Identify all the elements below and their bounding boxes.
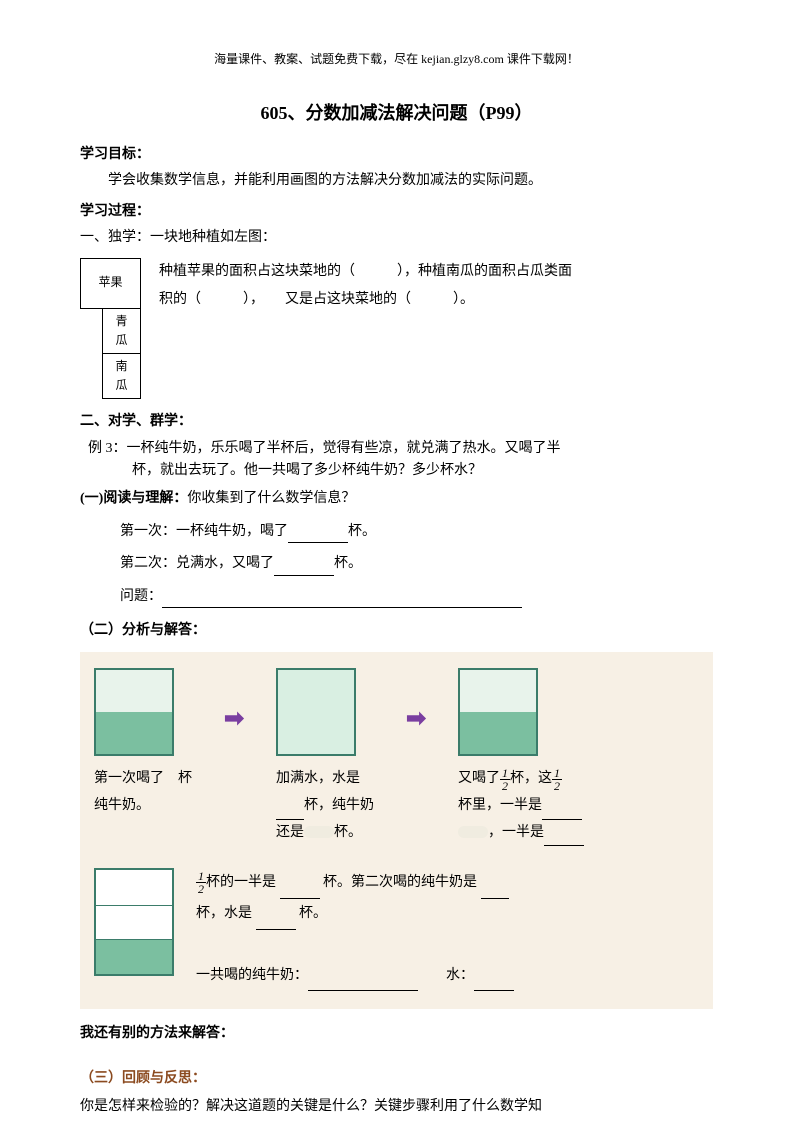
- fraction-half-icon: 12: [500, 767, 510, 792]
- blank: [544, 830, 584, 846]
- fraction-half-icon: 12: [552, 767, 562, 792]
- panel-row1: 第一次喝了 杯 纯牛奶。 ➡ 加满水，水是 杯，纯牛奶 还是杯。 ➡ 又喝了12…: [94, 668, 699, 846]
- read-head: (一)阅读与理解：: [80, 491, 187, 506]
- r2d: 杯。: [299, 906, 327, 921]
- section1-head: 一、独学：一块地种植如左图：: [80, 227, 713, 249]
- cup1: [94, 668, 174, 756]
- cup2: [276, 668, 356, 756]
- read-head-line: (一)阅读与理解：你收集到了什么数学信息？: [80, 488, 713, 510]
- c2a: 加满水，水是: [276, 771, 360, 786]
- cup1-text: 第一次喝了 杯 纯牛奶。: [94, 766, 192, 819]
- reflect-text: 你是怎样来检验的？解决这道题的关键是什么？关键步骤利用了什么数学知: [80, 1096, 713, 1118]
- c2c: 还是: [276, 825, 304, 840]
- smudge-icon: [304, 826, 334, 838]
- c3b: 杯，这: [510, 771, 552, 786]
- cup1-fill: [96, 712, 172, 754]
- smudge-icon: [458, 826, 488, 838]
- blank: [280, 883, 320, 899]
- step-question: 问题：: [120, 586, 713, 608]
- blank: [274, 560, 334, 576]
- analysis-label: （二）分析与解答：: [80, 620, 713, 642]
- r2c: 杯，水是: [196, 906, 252, 921]
- c3a: 又喝了: [458, 771, 500, 786]
- header-prefix: 海量课件、教案、试题免费下载，尽在: [214, 52, 421, 66]
- r2b: 杯。第二次喝的纯牛奶是: [323, 875, 477, 890]
- cup3: [458, 668, 538, 756]
- step2b: 杯。: [334, 556, 362, 571]
- panel-row2: 12杯的一半是 杯。第二次喝的纯牛奶是 杯，水是 杯。 一共喝的纯牛奶： 水：: [94, 868, 699, 991]
- blank: [542, 804, 582, 820]
- cup2-block: 加满水，水是 杯，纯牛奶 还是 杯。: [276, 668, 374, 846]
- cup4: [94, 868, 174, 976]
- blank: [288, 527, 348, 543]
- plant-table: 苹果 青瓜 南瓜: [80, 258, 141, 400]
- header-link: kejian.glzy8.com: [421, 52, 504, 66]
- r2a: 杯的一半是: [206, 875, 276, 890]
- cup4-fill: [96, 940, 172, 974]
- reflect-label: （三）回顾与反思：: [80, 1068, 713, 1090]
- c2d: 杯。: [334, 825, 362, 840]
- c3d: ，一半是: [488, 825, 544, 840]
- fraction-half-icon: 12: [196, 870, 206, 895]
- cell-qinggua: 青瓜: [103, 308, 141, 353]
- step1a: 第一次：一杯纯牛奶，喝了: [120, 524, 288, 539]
- qa: 问题：: [120, 589, 162, 604]
- cup1-block: 第一次喝了 杯 纯牛奶。: [94, 668, 192, 819]
- cup3-block: 又喝了12杯，这12 杯里，一半是 ，一半是: [458, 668, 584, 846]
- tick: [95, 905, 173, 906]
- cup3-fill: [460, 712, 536, 754]
- goal-label: 学习目标：: [80, 144, 713, 166]
- page-header: 海量课件、教案、试题免费下载，尽在 kejian.glzy8.com 课件下载网…: [80, 50, 713, 69]
- r3b: 水：: [446, 968, 474, 983]
- c3c: 杯里，一半是: [458, 798, 542, 813]
- ex-l2: 杯，就出去玩了。他一共喝了多少杯纯牛奶？多少杯水？: [88, 463, 482, 478]
- arrow-icon: ➡: [212, 668, 256, 738]
- example-line: 例 3：一杯纯牛奶，乐乐喝了半杯后，觉得有些凉，就兑满了热水。又喝了半 杯，就出…: [80, 438, 713, 483]
- plant-t2: 积的（ ）， 又是占这块菜地的（ ）。: [159, 292, 474, 307]
- c1a: 第一次喝了 杯: [94, 771, 192, 786]
- ex-label: 例 3：: [88, 441, 127, 456]
- row2-text: 12杯的一半是 杯。第二次喝的纯牛奶是 杯，水是 杯。 一共喝的纯牛奶： 水：: [196, 868, 699, 991]
- cup3-text: 又喝了12杯，这12 杯里，一半是 ，一半是: [458, 766, 584, 846]
- blank: [256, 914, 296, 930]
- cell-nangua: 南瓜: [103, 353, 141, 398]
- step-second: 第二次：兑满水，又喝了 杯。: [120, 553, 713, 575]
- read-head2: 你收集到了什么数学信息？: [187, 491, 355, 506]
- ex-l1: 一杯纯牛奶，乐乐喝了半杯后，觉得有些凉，就兑满了热水。又喝了半: [127, 441, 561, 456]
- step2a: 第二次：兑满水，又喝了: [120, 556, 274, 571]
- goal-text: 学会收集数学信息，并能利用画图的方法解决分数加减法的实际问题。: [80, 170, 713, 192]
- c2b: 杯，纯牛奶: [304, 798, 374, 813]
- cell-apple: 苹果: [81, 258, 141, 308]
- analysis-panel: 第一次喝了 杯 纯牛奶。 ➡ 加满水，水是 杯，纯牛奶 还是杯。 ➡ 又喝了12…: [80, 652, 713, 1009]
- blank: [481, 883, 509, 899]
- r3a: 一共喝的纯牛奶：: [196, 968, 308, 983]
- blank: [474, 975, 514, 991]
- step1b: 杯。: [348, 524, 376, 539]
- cup2-text: 加满水，水是 杯，纯牛奶 还是 杯。: [276, 766, 374, 846]
- plant-t1: 种植苹果的面积占这块菜地的（ ），种植南瓜的面积占瓜类面: [159, 264, 572, 279]
- page-title: 605、分数加减法解决问题（P99）: [80, 99, 713, 128]
- blank-long: [162, 592, 522, 608]
- plant-text: 种植苹果的面积占这块菜地的（ ），种植南瓜的面积占瓜类面 积的（ ）， 又是占这…: [159, 258, 713, 314]
- arrow-icon: ➡: [394, 668, 438, 738]
- process-label: 学习过程：: [80, 201, 713, 223]
- other-method: 我还有别的方法来解答：: [80, 1023, 713, 1045]
- plant-diagram-row: 苹果 青瓜 南瓜 种植苹果的面积占这块菜地的（ ），种植南瓜的面积占瓜类面 积的…: [80, 258, 713, 400]
- cup2-fill: [278, 670, 354, 754]
- step-first: 第一次：一杯纯牛奶，喝了 杯。: [120, 521, 713, 543]
- blank: [308, 975, 418, 991]
- section2-label: 二、对学、群学：: [80, 411, 713, 433]
- c1b: 纯牛奶。: [94, 798, 150, 813]
- header-suffix: 课件下载网！: [504, 52, 579, 66]
- blank: [276, 804, 304, 820]
